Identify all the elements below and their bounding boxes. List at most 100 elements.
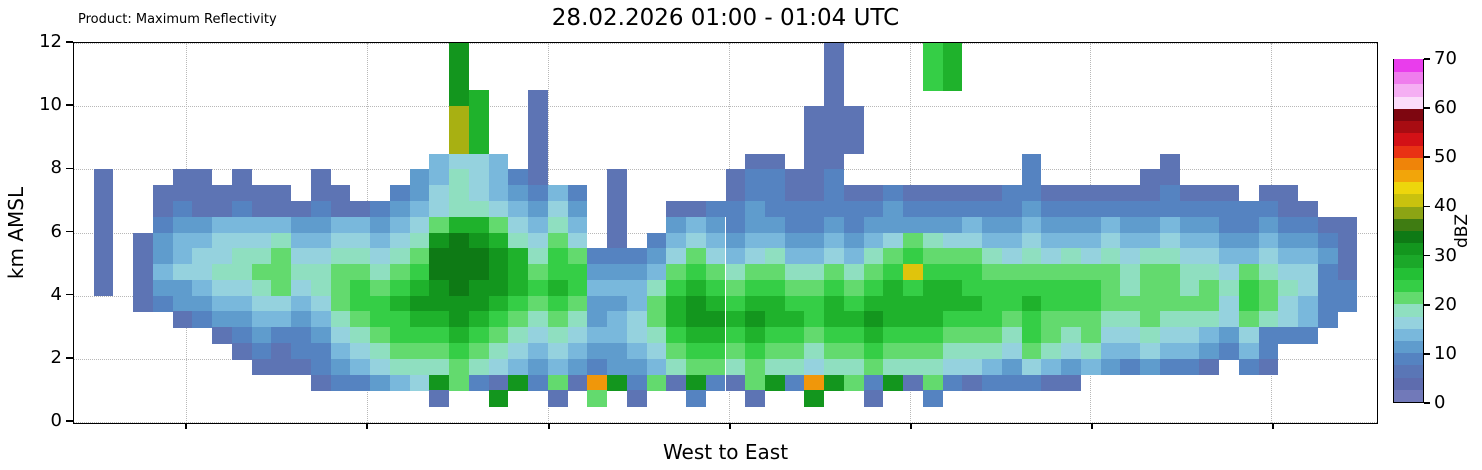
h-gridline (74, 106, 1377, 108)
reflectivity-cell (468, 106, 489, 123)
reflectivity-cell (172, 232, 213, 250)
reflectivity-cell (764, 358, 805, 376)
reflectivity-cell (863, 343, 884, 360)
colorbar-segment (1394, 132, 1423, 146)
colorbar-segment (1394, 327, 1423, 341)
reflectivity-cell (1021, 343, 1042, 360)
reflectivity-cell (567, 200, 588, 218)
reflectivity-cell (152, 279, 193, 297)
reflectivity-cell (429, 264, 489, 281)
reflectivity-cell (468, 90, 489, 107)
reflectivity-cell (350, 343, 371, 360)
reflectivity-cell (429, 374, 450, 392)
reflectivity-cell (666, 279, 686, 297)
reflectivity-cell (1041, 311, 1101, 328)
reflectivity-cell (508, 264, 529, 281)
reflectivity-cell (271, 232, 292, 250)
reflectivity-cell (1159, 311, 1220, 328)
reflectivity-cell (1041, 248, 1062, 265)
reflectivity-cell (843, 185, 884, 202)
reflectivity-cell (962, 216, 983, 234)
reflectivity-cell (310, 295, 331, 313)
reflectivity-cell (291, 279, 311, 297)
reflectivity-cell (449, 232, 469, 250)
reflectivity-cell (1080, 248, 1101, 265)
reflectivity-cell (133, 295, 153, 313)
reflectivity-cell (1258, 232, 1279, 250)
reflectivity-cell (607, 169, 627, 186)
reflectivity-cell (330, 232, 371, 250)
reflectivity-cell (1021, 311, 1042, 328)
reflectivity-cell (409, 311, 450, 328)
reflectivity-cell (725, 311, 746, 328)
reflectivity-cell (528, 153, 548, 171)
reflectivity-cell (330, 248, 371, 265)
reflectivity-cell (350, 358, 371, 376)
colorbar-tick-mark (1424, 402, 1430, 404)
reflectivity-cell (587, 264, 647, 281)
reflectivity-cell (251, 327, 272, 344)
reflectivity-cell (1278, 311, 1299, 328)
reflectivity-cell (547, 311, 568, 328)
reflectivity-cell (824, 169, 844, 186)
colorbar-segment (1394, 339, 1423, 354)
reflectivity-cell (389, 200, 410, 218)
reflectivity-cell (725, 327, 746, 344)
reflectivity-cell (508, 295, 529, 313)
reflectivity-cell (863, 279, 884, 297)
reflectivity-cell (1199, 327, 1220, 344)
reflectivity-cell (982, 295, 1022, 313)
reflectivity-cell (646, 248, 667, 265)
reflectivity-cell (1298, 295, 1318, 313)
h-gridline (74, 43, 1377, 44)
reflectivity-cell (389, 358, 450, 376)
reflectivity-cell (310, 200, 331, 218)
colorbar (1393, 58, 1424, 403)
reflectivity-cell (1238, 295, 1259, 313)
reflectivity-cell (231, 343, 252, 360)
reflectivity-cell (1179, 232, 1220, 250)
reflectivity-cell (705, 264, 726, 281)
reflectivity-cell (1317, 311, 1338, 328)
reflectivity-cell (1219, 264, 1239, 281)
reflectivity-cell (212, 295, 252, 313)
reflectivity-cell (1140, 279, 1180, 297)
reflectivity-cell (883, 343, 943, 360)
reflectivity-cell (488, 311, 509, 328)
colorbar-tick-mark (1424, 303, 1430, 306)
reflectivity-cell (1337, 232, 1358, 250)
reflectivity-cell (607, 200, 627, 218)
reflectivity-cell (1317, 264, 1338, 281)
reflectivity-cell (1061, 343, 1081, 360)
y-tick-mark (66, 293, 73, 296)
reflectivity-cell (705, 248, 726, 265)
reflectivity-cell (1298, 279, 1318, 297)
reflectivity-cell (212, 279, 252, 297)
reflectivity-cell (1238, 264, 1259, 281)
reflectivity-cell (508, 358, 529, 376)
reflectivity-cell (449, 106, 469, 123)
reflectivity-cell (1021, 153, 1042, 171)
reflectivity-cell (646, 232, 667, 250)
reflectivity-cell (1219, 343, 1239, 360)
reflectivity-cell (1278, 248, 1318, 265)
colorbar-segment (1394, 217, 1423, 231)
reflectivity-cell (982, 216, 1022, 234)
reflectivity-cell (1100, 295, 1220, 313)
reflectivity-cell (804, 153, 844, 171)
reflectivity-cell (429, 153, 450, 171)
reflectivity-cell (567, 327, 588, 344)
reflectivity-cell (942, 311, 1002, 328)
reflectivity-cell (883, 374, 904, 392)
reflectivity-cell (784, 264, 825, 281)
y-tick-label: 6 (50, 220, 62, 242)
reflectivity-cell (449, 200, 489, 218)
reflectivity-cell (528, 169, 548, 186)
reflectivity-cell (93, 232, 114, 250)
reflectivity-cell (1258, 311, 1279, 328)
reflectivity-cell (449, 216, 489, 234)
reflectivity-cell (725, 216, 746, 234)
reflectivity-cell (903, 232, 923, 250)
reflectivity-cell (468, 121, 489, 139)
reflectivity-cell (1238, 358, 1259, 376)
